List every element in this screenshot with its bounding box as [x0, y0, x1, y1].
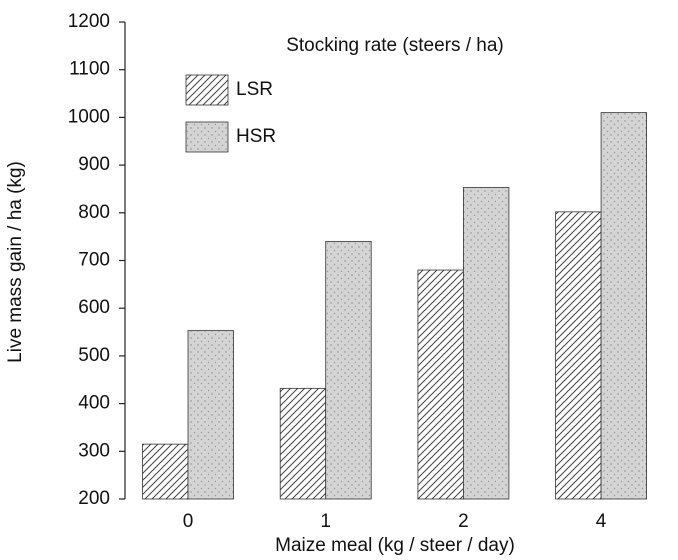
bar — [462, 187, 510, 500]
x-tick-label: 4 — [596, 511, 607, 532]
y-tick-label: 900 — [78, 154, 110, 175]
y-tick-label: 500 — [78, 345, 110, 366]
y-tick-label: 600 — [78, 297, 110, 318]
y-tick-label: 300 — [78, 440, 110, 461]
y-tick-label: 400 — [78, 393, 110, 414]
y-tick-label: 200 — [78, 488, 110, 509]
legend-label: LSR — [236, 79, 273, 100]
y-tick-label: 1100 — [69, 59, 110, 80]
y-tick-label: 1000 — [68, 106, 110, 127]
x-tick-label: 0 — [183, 511, 194, 532]
legend-title: Stocking rate (steers / ha) — [286, 35, 504, 56]
bar — [555, 211, 602, 500]
x-axis-title: Maize meal (kg / steer / day) — [275, 535, 515, 556]
legend-swatch — [185, 74, 229, 106]
bar — [325, 241, 372, 500]
bar — [142, 443, 189, 500]
x-tick-label: 1 — [320, 511, 331, 532]
bar — [187, 330, 234, 500]
y-tick-label: 800 — [78, 202, 110, 223]
x-tick-label: 2 — [458, 511, 469, 532]
bar — [279, 387, 327, 500]
y-tick-label: 700 — [78, 250, 110, 271]
y-axis-title: Live mass gain / ha (kg) — [5, 161, 26, 363]
legend-label: HSR — [236, 126, 276, 147]
legend-swatch — [185, 121, 229, 153]
y-tick-label: 1200 — [68, 11, 110, 32]
bar — [417, 269, 464, 500]
bar — [600, 112, 647, 500]
